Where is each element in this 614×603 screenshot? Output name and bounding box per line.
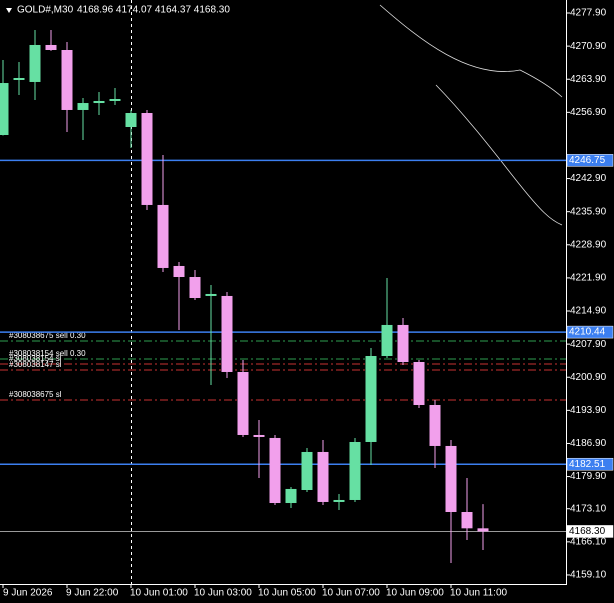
x-tick-label: 10 Jun 07:00 xyxy=(322,588,380,599)
candle-body xyxy=(93,100,105,104)
ohlc-header: 4168.96 4174.07 4164.37 4168.30 xyxy=(77,5,230,16)
indicator-line xyxy=(435,84,563,226)
candle-body xyxy=(477,528,489,532)
symbol: GOLD#,M30 xyxy=(17,5,74,16)
candle-body xyxy=(397,324,409,363)
candle-body xyxy=(429,405,441,446)
candle-body xyxy=(317,451,329,502)
y-tick-label: 4159.10 xyxy=(570,570,607,581)
candle-body xyxy=(205,293,217,296)
y-tick-label: 4235.90 xyxy=(570,206,607,217)
candle-body xyxy=(173,265,185,278)
candle-body xyxy=(333,499,345,502)
level-label: 4210.44 xyxy=(569,327,606,338)
order-label: #308038675 sl xyxy=(9,390,62,399)
candle-body xyxy=(125,113,137,128)
y-tick-label: 4193.90 xyxy=(570,405,607,416)
order-label: #308038154 sell 0.30 xyxy=(9,349,86,358)
y-tick-label: 4166.10 xyxy=(570,536,607,547)
y-tick-label: 4270.90 xyxy=(570,41,607,52)
x-tick-label: 10 Jun 01:00 xyxy=(130,588,188,599)
order-label: #308038147 sl xyxy=(9,360,62,369)
level-box xyxy=(566,525,614,538)
candle-body xyxy=(381,324,393,356)
x-tick-label: 9 Jun 2026 xyxy=(3,588,53,599)
level-box xyxy=(566,154,614,167)
candle-body xyxy=(285,488,297,504)
y-tick-label: 4242.90 xyxy=(570,173,607,184)
candle-body xyxy=(0,83,9,136)
level-box xyxy=(566,325,614,339)
y-tick-label: 4277.90 xyxy=(570,8,607,19)
candle-body xyxy=(445,445,457,512)
y-tick-label: 4186.90 xyxy=(570,438,607,449)
candle-body xyxy=(141,113,153,205)
level-label: 4246.75 xyxy=(569,155,606,166)
y-tick-label: 4221.90 xyxy=(570,273,607,284)
y-tick-label: 4263.90 xyxy=(570,74,607,85)
candle-body xyxy=(29,44,41,82)
indicator-line xyxy=(379,4,563,98)
candle-body xyxy=(413,362,425,406)
candle-body xyxy=(253,434,265,437)
x-tick-label: 9 Jun 22:00 xyxy=(66,588,119,599)
level-label: 4182.51 xyxy=(569,459,606,470)
candle-body xyxy=(77,103,89,110)
menu-arrow[interactable] xyxy=(6,8,12,13)
candle-body xyxy=(109,99,121,101)
candle-body xyxy=(269,437,281,504)
candle-body xyxy=(45,44,57,50)
x-tick-label: 10 Jun 11:00 xyxy=(450,588,508,599)
x-tick-label: 10 Jun 05:00 xyxy=(258,588,316,599)
candle-body xyxy=(237,371,249,435)
x-tick-label: 10 Jun 09:00 xyxy=(386,588,444,599)
y-tick-label: 4256.90 xyxy=(570,107,607,118)
y-tick-label: 4179.90 xyxy=(570,471,607,482)
candle-body xyxy=(301,451,313,491)
level-label: 4168.30 xyxy=(569,526,606,537)
y-tick-label: 4173.10 xyxy=(570,503,607,514)
candle-body xyxy=(461,511,473,529)
y-tick-label: 4214.90 xyxy=(570,306,607,317)
candle-body xyxy=(61,49,73,110)
y-tick-label: 4200.90 xyxy=(570,372,607,383)
level-box xyxy=(566,457,614,471)
candle-body xyxy=(221,295,233,372)
x-tick-label: 10 Jun 03:00 xyxy=(194,588,252,599)
candle-body xyxy=(365,355,377,442)
candle-body xyxy=(13,78,25,80)
candle-body xyxy=(157,204,169,268)
candle-body xyxy=(189,277,201,299)
order-label: #308038154 sl xyxy=(9,354,62,363)
y-tick-label: 4228.90 xyxy=(570,239,607,250)
candle-body xyxy=(349,441,361,500)
order-label: #308038675 sell 0.30 xyxy=(9,331,86,340)
y-tick-label: 4207.90 xyxy=(570,339,607,350)
